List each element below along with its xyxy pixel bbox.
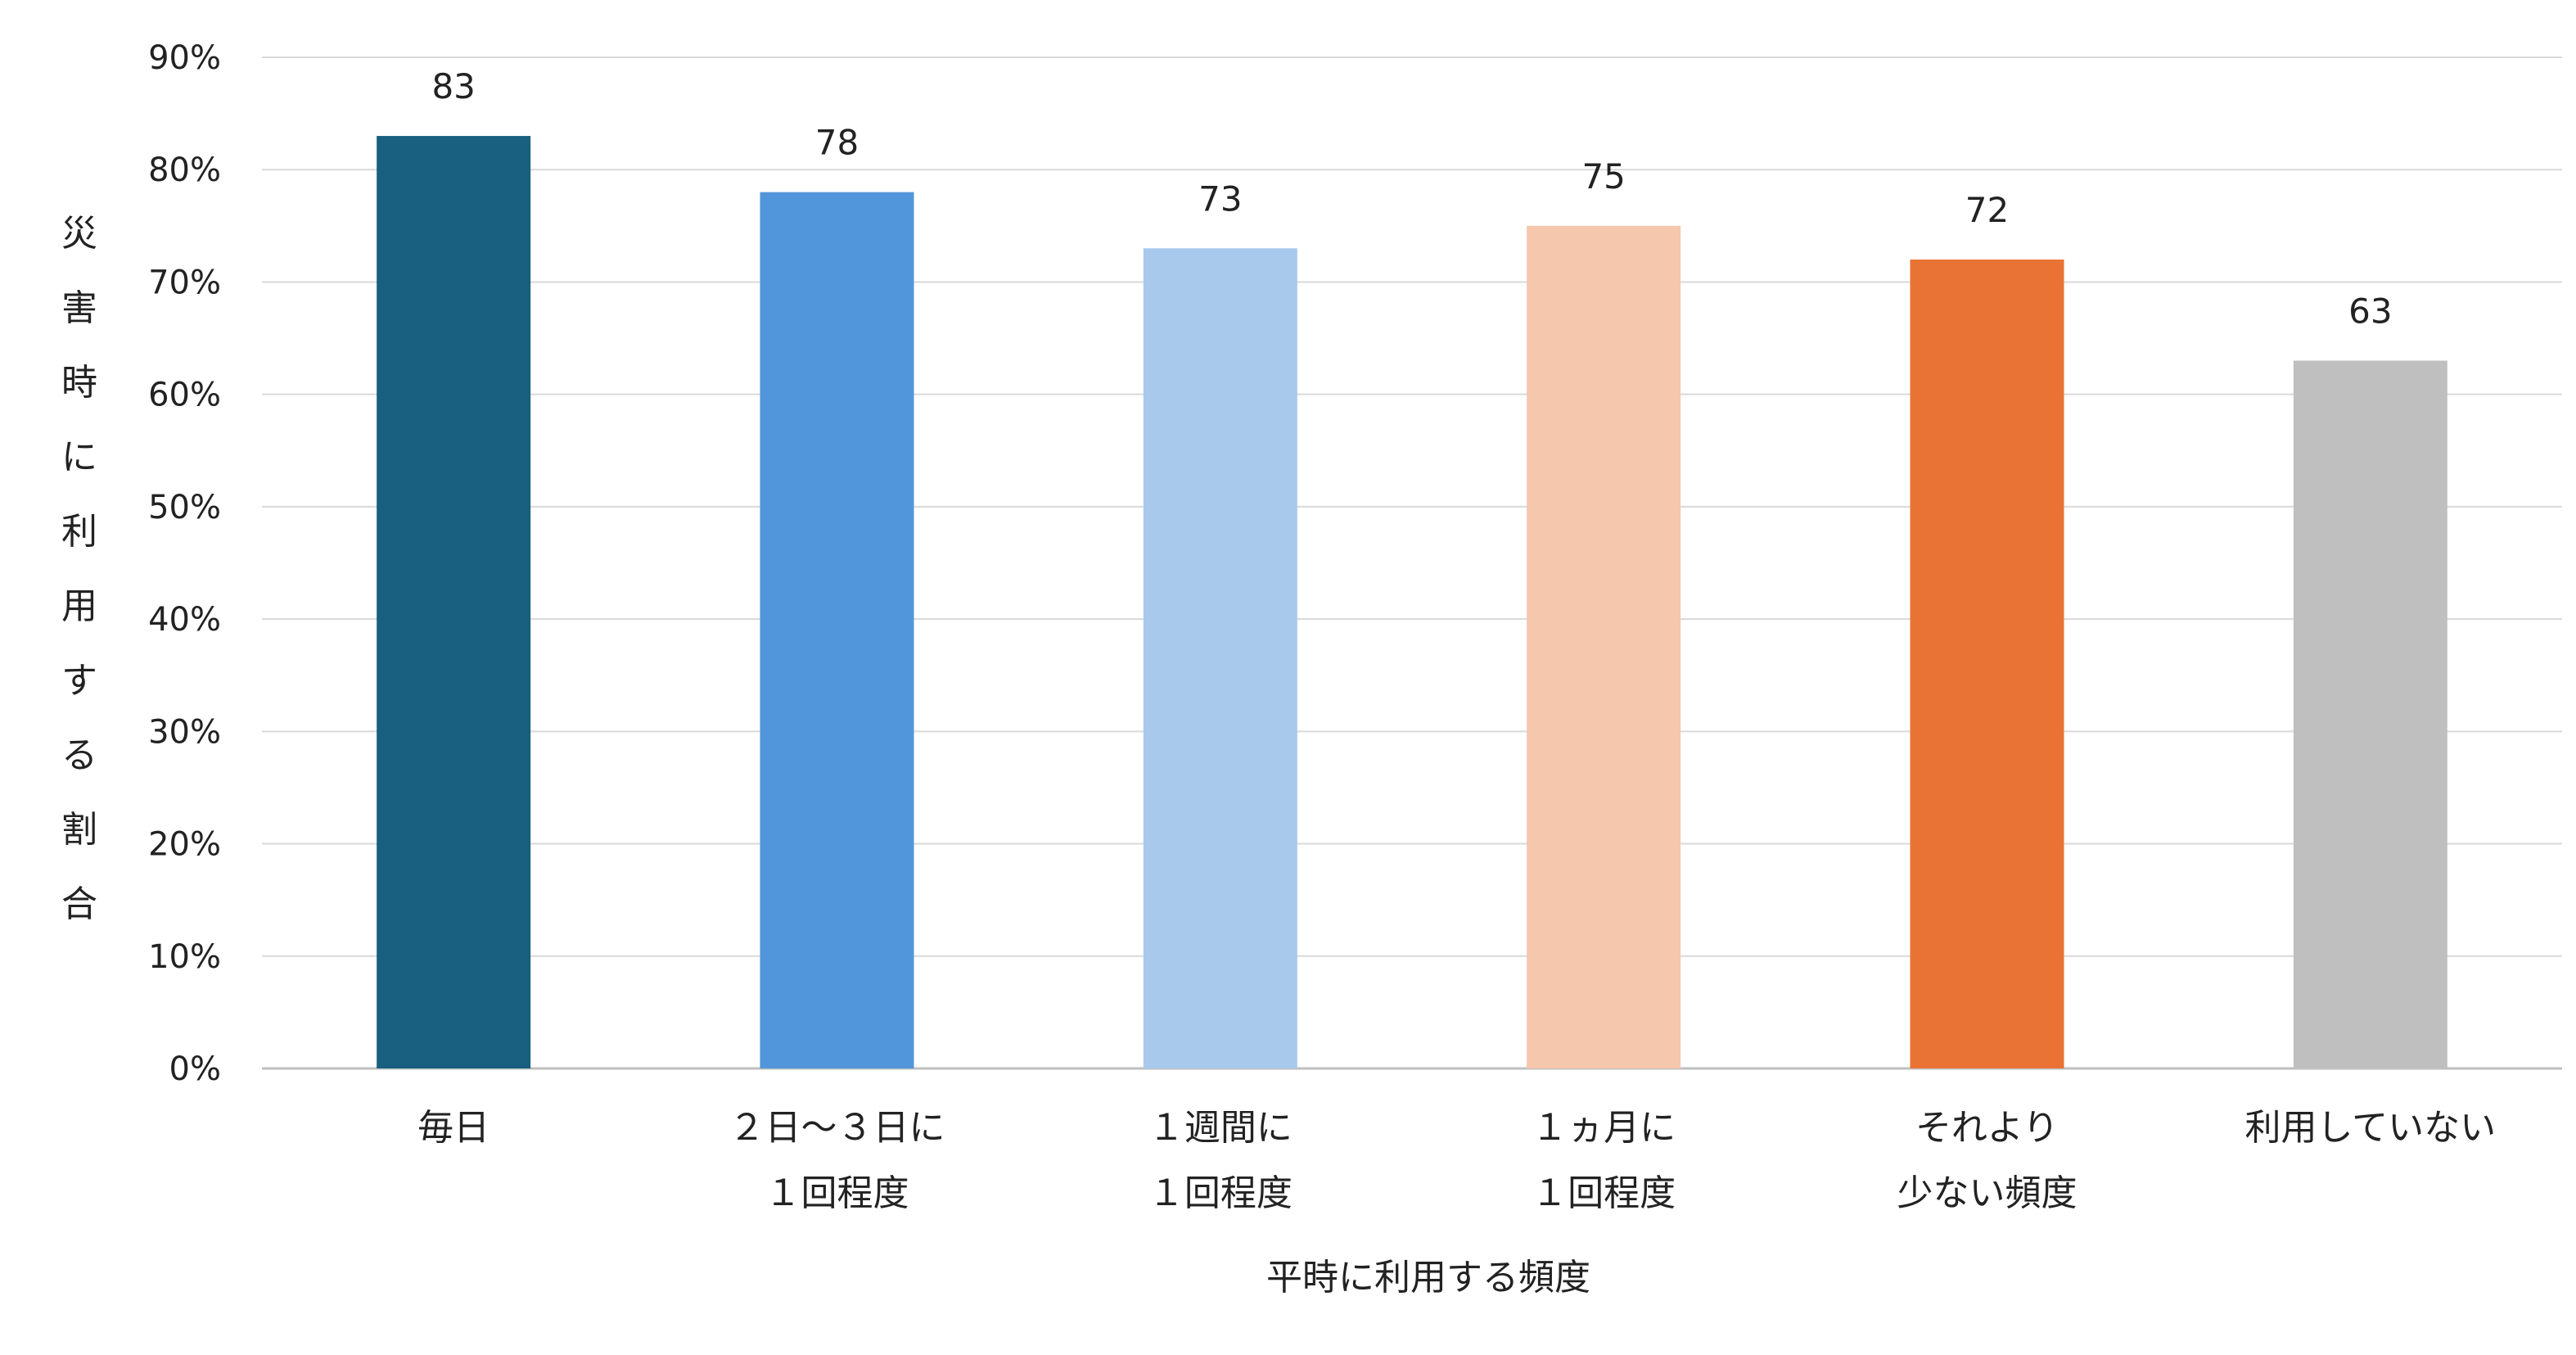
y-tick-label: 70% [148, 264, 221, 301]
category-label: １回程度 [1148, 1172, 1293, 1214]
category-label: １週間に [1148, 1107, 1293, 1149]
category-label: 利用していない [2244, 1107, 2496, 1149]
y-axis-title-char: る [61, 734, 97, 776]
data-label: 73 [1198, 178, 1242, 219]
data-label: 72 [1965, 190, 2009, 230]
data-label: 75 [1581, 156, 1625, 196]
y-tick-label: 0% [169, 1050, 221, 1088]
y-tick-label: 80% [148, 151, 221, 189]
y-axis-title-char: 災 [61, 213, 97, 255]
bar [760, 192, 914, 1069]
bar [2293, 360, 2447, 1068]
bar [1143, 248, 1297, 1068]
data-label: 63 [2348, 291, 2392, 332]
y-axis-title-char: 害 [61, 287, 97, 329]
y-axis-title-char: 合 [61, 883, 97, 925]
x-axis-title: 平時に利用する頻度 [1266, 1257, 1590, 1299]
y-axis-title-char: 割 [61, 809, 97, 851]
y-tick-label: 90% [148, 39, 221, 77]
y-axis-title-char: す [61, 660, 97, 702]
y-axis-title-char: 利 [61, 511, 97, 553]
data-label: 78 [815, 123, 859, 163]
y-tick-label: 30% [148, 713, 221, 751]
y-tick-label: 50% [148, 489, 221, 526]
y-axis-title-char: に [61, 436, 97, 478]
category-label: １回程度 [1532, 1172, 1676, 1214]
y-tick-label: 10% [148, 938, 221, 976]
category-label: 毎日 [417, 1107, 489, 1149]
y-axis-title-char: 用 [61, 585, 97, 627]
y-tick-label: 20% [148, 826, 221, 864]
bar [1527, 225, 1681, 1068]
y-axis-title-char: 時 [61, 362, 97, 404]
category-label: ２日～３日に [729, 1107, 945, 1149]
category-label: それより [1915, 1107, 2059, 1149]
bar [1910, 260, 2064, 1068]
y-tick-label: 40% [148, 601, 221, 639]
data-label: 83 [431, 66, 475, 106]
category-label: １回程度 [765, 1172, 909, 1214]
bar [377, 136, 531, 1069]
category-label: １ヵ月に [1532, 1107, 1676, 1149]
y-tick-label: 60% [148, 377, 221, 414]
category-label: 少ない頻度 [1897, 1172, 2077, 1214]
